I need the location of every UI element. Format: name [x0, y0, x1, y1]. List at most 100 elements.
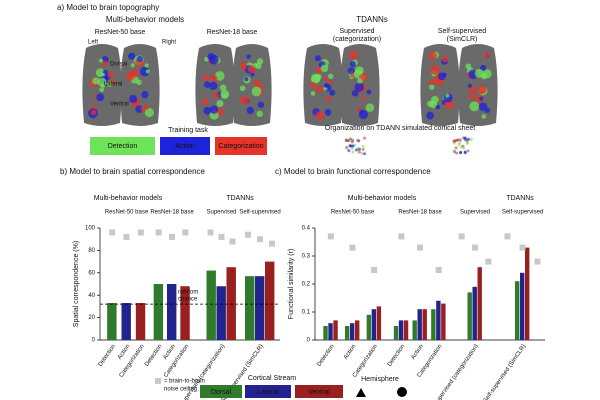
noise-ceiling: [435, 267, 442, 273]
bar: [135, 303, 146, 340]
brain-patch: [481, 114, 487, 119]
brain-label: Lateral: [104, 82, 122, 88]
x-tick-label: Self-supervised (SimCLR): [483, 344, 528, 400]
bar: [412, 320, 417, 340]
bar: [422, 309, 427, 340]
sheet-dot: [453, 149, 457, 153]
bar: [333, 320, 338, 340]
sheet-dot: [360, 151, 364, 155]
brain-patch: [241, 65, 247, 71]
stream-label: Ventral: [308, 389, 330, 396]
noise-ceiling: [229, 238, 236, 245]
sheet-dot: [453, 139, 457, 143]
brain-patch: [428, 51, 437, 61]
bar: [167, 284, 177, 340]
brain-patch: [322, 76, 328, 82]
noise-ceiling: [327, 233, 334, 240]
bar: [376, 306, 382, 340]
sheet-dot: [356, 138, 360, 142]
noise-ceiling: [123, 233, 130, 240]
x-tick-label: Detection: [98, 344, 117, 368]
brain-patch: [203, 81, 211, 88]
brain-patch: [208, 54, 219, 65]
group-header: Multi-behavior models: [94, 195, 163, 202]
sheet-dot: [455, 151, 459, 155]
brain-patch: [316, 85, 324, 94]
y-tick-label: 0: [307, 338, 311, 344]
brain-patch: [239, 85, 246, 92]
brain-patch: [144, 63, 149, 68]
group-name: ResNet-50 base: [331, 210, 375, 216]
brain-patch: [250, 72, 255, 77]
brain-patch: [348, 50, 358, 60]
noise-ceiling: [182, 229, 189, 236]
noise-label: noise ceiling: [164, 387, 197, 393]
brain-patch: [246, 54, 251, 59]
group-header: TDANNs: [356, 15, 388, 24]
brain-patch: [239, 95, 250, 105]
group-name: ResNet-18 base: [398, 210, 442, 216]
sheet-dot: [355, 148, 359, 152]
bar: [153, 284, 164, 340]
brain-patch: [328, 80, 333, 85]
y-tick-label: 40: [88, 293, 95, 299]
task-swatch: [215, 137, 267, 155]
bar: [515, 281, 520, 340]
brain-patch: [349, 73, 355, 78]
brain-patch: [480, 64, 487, 71]
bar: [472, 286, 477, 340]
y-axis-label: Functional similarity (r): [288, 249, 295, 319]
bar: [393, 326, 399, 340]
y-tick-label: 20: [88, 315, 95, 321]
noise-label: = brain-to-brain: [164, 379, 205, 385]
sheet-dot: [467, 137, 471, 141]
brain-patch: [428, 79, 435, 86]
bar: [107, 303, 117, 340]
bar: [255, 276, 265, 340]
brain-patch: [90, 109, 97, 116]
stream-label: Dorsal: [211, 389, 232, 396]
brain-patch: [212, 92, 220, 99]
noise-ceiling: [371, 267, 378, 273]
noise-ceiling: [207, 229, 214, 236]
y-tick-label: 100: [85, 226, 96, 232]
noise-ceiling: [519, 244, 526, 251]
sheet-dot: [348, 137, 352, 141]
brain-patch: [430, 95, 439, 104]
noise-ceiling: [458, 233, 465, 240]
x-tick-label: Action: [117, 344, 131, 361]
legend-title: Cortical Stream: [248, 375, 296, 382]
brain-label: Left: [88, 40, 98, 46]
brain-patch: [325, 96, 332, 102]
bar: [245, 276, 255, 340]
sheet-dot: [363, 152, 367, 156]
brain-patch: [468, 86, 477, 94]
noise-ceiling: [257, 236, 263, 243]
brain-patch: [128, 94, 138, 103]
brain-patch: [96, 93, 105, 102]
bar: [477, 267, 482, 340]
brain-patch: [314, 55, 321, 62]
hemisphere-left: [356, 388, 366, 397]
brain-patch: [139, 66, 150, 77]
group-name: Supervised: [460, 210, 490, 216]
brain-patch: [479, 96, 484, 101]
brain-patch: [97, 77, 107, 87]
brain-patch: [144, 107, 154, 118]
brain-patch: [426, 111, 434, 120]
brain-patch: [102, 60, 108, 67]
brain-patch: [467, 83, 472, 88]
brain-patch: [311, 73, 321, 84]
group-name: Supervised: [206, 210, 236, 216]
brain-patch: [310, 91, 316, 96]
brain-patch: [128, 52, 136, 60]
sheet-dot: [462, 146, 466, 150]
y-axis-label: Spatial correspondence (%): [73, 241, 80, 327]
brain-patch: [351, 89, 359, 97]
group-name: ResNet-50 base: [105, 210, 149, 216]
brain-patch: [202, 74, 210, 82]
brain-patch: [244, 77, 249, 82]
brain-patch: [441, 55, 449, 63]
brain-patch: [354, 82, 364, 92]
